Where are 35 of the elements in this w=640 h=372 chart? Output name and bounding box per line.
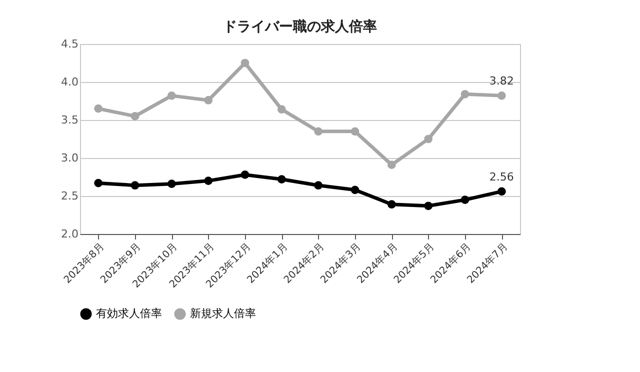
legend-label: 有効求人倍率: [96, 307, 162, 320]
point: [424, 134, 433, 144]
point: [314, 181, 323, 190]
data-label: 3.82: [489, 74, 514, 88]
y-tick-label: 4.5: [61, 38, 78, 50]
point: [130, 112, 140, 120]
point: [387, 160, 396, 170]
point: [167, 92, 176, 100]
point: [387, 200, 396, 209]
point: [497, 92, 506, 100]
point: [94, 104, 103, 113]
point: [167, 180, 176, 188]
point: [94, 178, 103, 188]
point: [277, 105, 286, 114]
point: [240, 170, 250, 179]
legend-label: 新規求人倍率: [190, 307, 256, 320]
y-tick-label: 4.0: [61, 76, 78, 88]
point: [204, 96, 213, 104]
point: [350, 127, 360, 136]
point: [130, 181, 140, 190]
y-tick-label: 3.0: [61, 152, 78, 164]
point: [277, 175, 286, 184]
data-label: 2.56: [489, 170, 514, 184]
point: [314, 127, 323, 136]
point: [204, 176, 213, 185]
point: [424, 202, 433, 210]
point: [240, 58, 250, 68]
point: [497, 187, 506, 196]
point: [460, 196, 470, 204]
chart-title: ドライバー職の求人倍率: [223, 18, 377, 35]
point: [460, 90, 470, 98]
y-tick-label: 2.5: [61, 190, 78, 202]
y-tick-label: 2.0: [61, 228, 78, 240]
y-tick-label: 3.5: [61, 114, 78, 126]
point: [350, 186, 360, 194]
